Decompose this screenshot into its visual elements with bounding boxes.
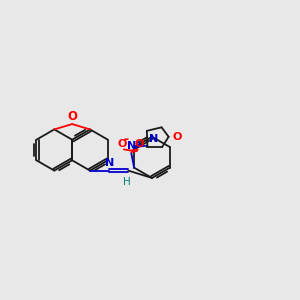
Text: O: O bbox=[135, 140, 144, 149]
Text: O: O bbox=[67, 110, 77, 123]
Text: H: H bbox=[123, 177, 131, 187]
Text: N: N bbox=[127, 142, 136, 152]
Text: +: + bbox=[135, 140, 142, 149]
Text: O: O bbox=[117, 140, 127, 149]
Text: -: - bbox=[123, 133, 128, 146]
Text: O: O bbox=[172, 132, 182, 142]
Text: N: N bbox=[104, 158, 114, 168]
Text: N: N bbox=[149, 134, 158, 144]
